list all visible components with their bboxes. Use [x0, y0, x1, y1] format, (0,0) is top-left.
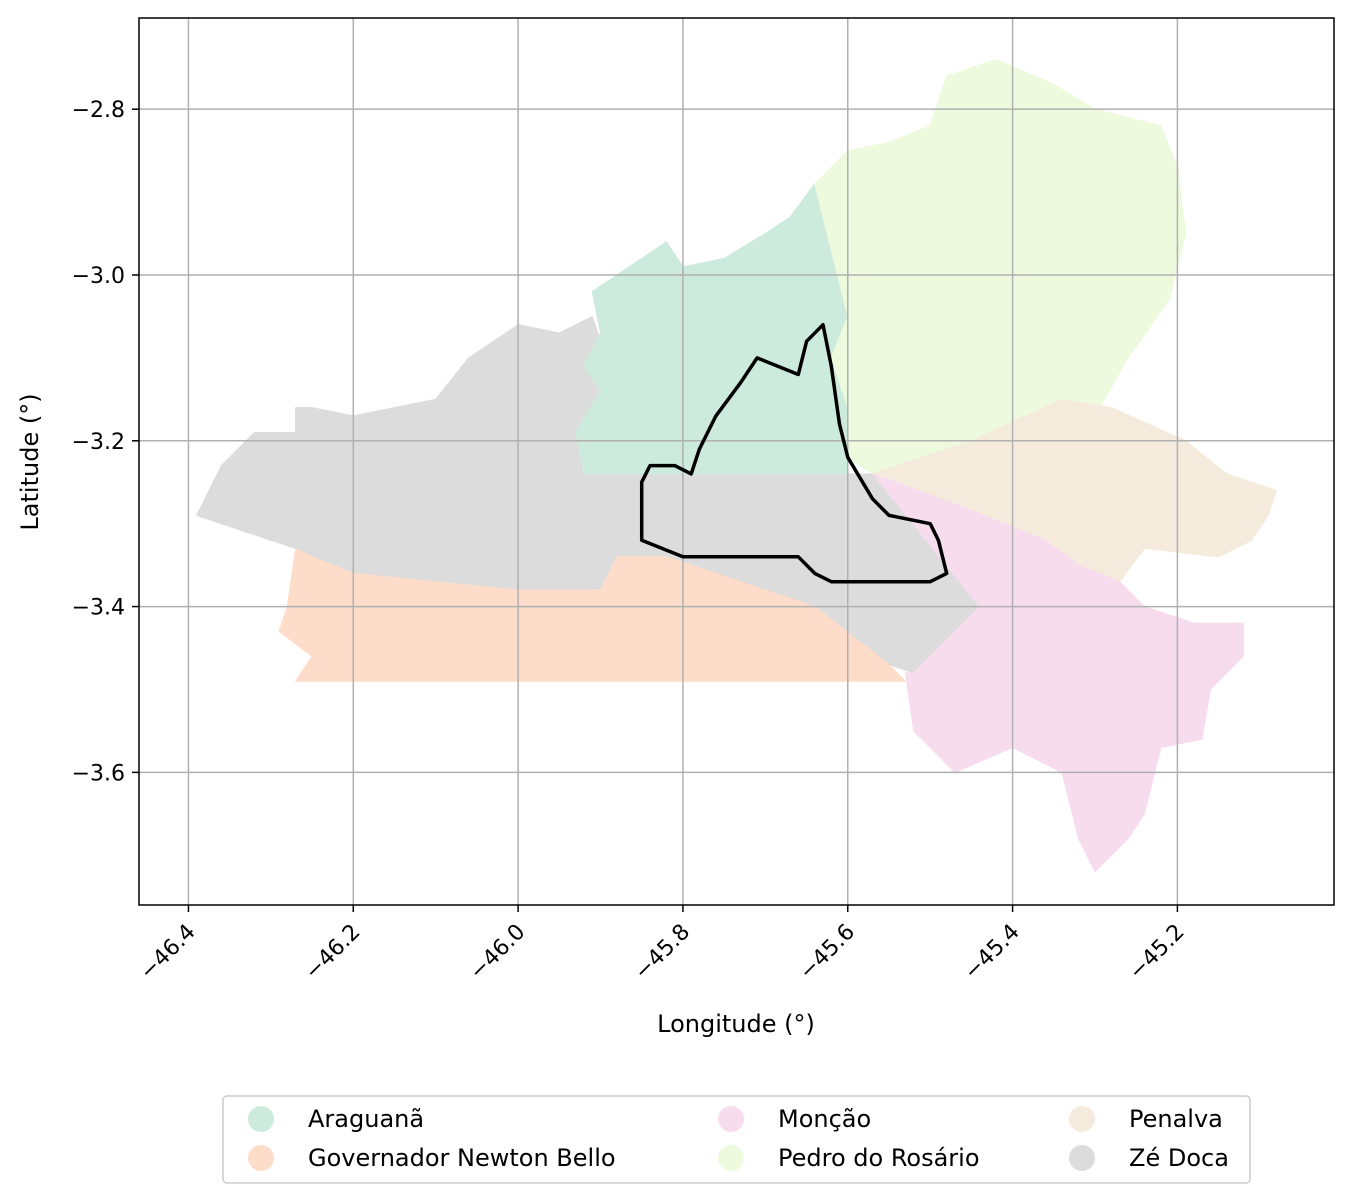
plot-area	[139, 18, 1334, 905]
x-tick-label: −46.2	[300, 920, 365, 985]
legend-label: Zé Doca	[1129, 1144, 1229, 1172]
legend-swatch	[248, 1145, 274, 1171]
y-tick-label: −3.2	[72, 430, 125, 455]
legend-label: Governador Newton Bello	[308, 1144, 616, 1172]
x-tick-label: −45.4	[959, 920, 1024, 985]
legend: Araguanã Governador Newton Bello Monção Ped…	[223, 1096, 1250, 1183]
y-axis-label: Latitude (°)	[16, 393, 44, 530]
legend-label: Penalva	[1129, 1105, 1223, 1133]
x-tick-label: −46.0	[465, 920, 530, 985]
x-axis-label: Longitude (°)	[657, 1010, 815, 1038]
legend-swatch	[248, 1106, 274, 1132]
x-tick-label: −45.6	[795, 920, 860, 985]
x-axis: −46.4 −46.2 −46.0 −45.8 −45.6 −45.4 −45.2	[135, 905, 1189, 985]
y-tick-label: −2.8	[72, 98, 125, 123]
y-tick-label: −3.6	[72, 761, 125, 786]
legend-swatch	[1069, 1106, 1095, 1132]
y-axis: −2.8 −3.0 −3.2 −3.4 −3.6	[72, 98, 139, 786]
y-tick-label: −3.0	[72, 264, 125, 289]
x-tick-label: −45.8	[630, 920, 695, 985]
legend-label: Pedro do Rosário	[778, 1144, 980, 1172]
legend-swatch	[718, 1145, 744, 1171]
legend-swatch	[1069, 1145, 1095, 1171]
legend-swatch	[718, 1106, 744, 1132]
y-tick-label: −3.4	[72, 596, 125, 621]
x-tick-label: −46.4	[135, 920, 200, 985]
legend-label: Monção	[778, 1105, 871, 1133]
x-tick-label: −45.2	[1124, 920, 1189, 985]
legend-label: Araguanã	[308, 1105, 424, 1133]
